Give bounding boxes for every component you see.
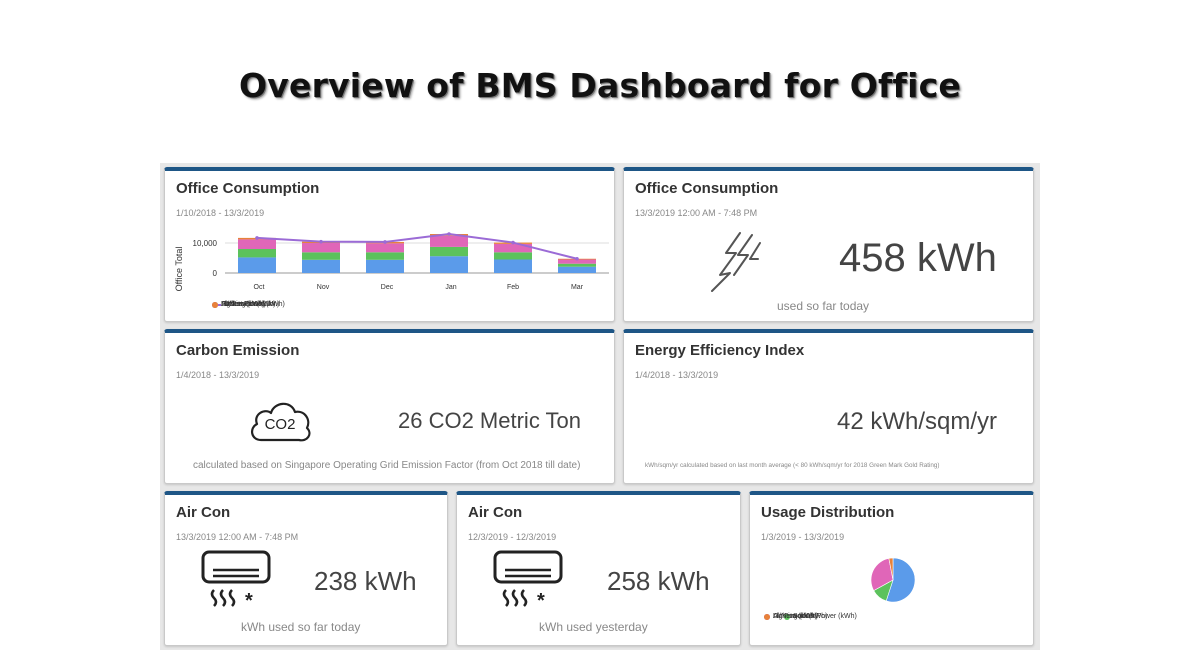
bar-segment[interactable] [558,259,596,264]
bar-segment[interactable] [302,243,340,253]
line-point[interactable] [511,240,515,245]
bar-segment[interactable] [494,243,532,253]
card-title: Usage Distribution [761,504,895,521]
legend-label: Lighting (kWh) [773,613,819,620]
card-date-range: 12/3/2019 - 12/3/2019 [468,532,557,542]
bar-segment[interactable] [238,239,276,249]
bar-segment[interactable] [494,252,532,260]
usage-distribution-card: Usage Distribution 1/3/2019 - 13/3/2019 … [749,491,1034,646]
x-tick-label: Feb [507,284,519,291]
bar-segment[interactable] [302,252,340,260]
pie-slice[interactable] [885,557,916,603]
card-title: Carbon Emission [176,342,300,359]
card-date-range: 1/4/2018 - 13/3/2019 [635,370,719,380]
stacked-bar-chart: Office Total 10,000 0 Oct Nov Dec Jan Fe… [174,232,609,292]
card-title: Air Con [176,504,231,521]
pie-slice[interactable] [870,558,894,592]
carbon-emission-caption: calculated based on Singapore Operating … [193,460,581,471]
energy-efficiency-index-card: Energy Efficiency Index 1/4/2018 - 13/3/… [623,329,1034,484]
line-point[interactable] [255,236,259,240]
office-consumption-chart-card: Office Consumption 1/10/2018 - 13/3/2019… [164,167,615,322]
card-date-range: 1/10/2018 - 13/3/2019 [176,208,265,218]
card-title: Air Con [468,504,523,521]
bar-segment[interactable] [238,249,276,258]
legend-item-socket[interactable]: Socket Power (kWh) [784,613,857,620]
svg-text:*: * [537,590,545,612]
legend-dot [212,301,218,308]
bar-segment[interactable] [494,259,532,274]
x-tick-label: Dec [381,284,394,291]
bar-segment[interactable] [366,259,404,273]
legend-item-it-network[interactable]: IT/Network (kWh) [212,301,275,308]
lightning-icon [711,232,761,292]
legend-label: Socket Power (kWh) [793,613,857,620]
office-total-line [256,232,578,260]
line-point[interactable] [575,256,579,261]
bar-segment[interactable] [238,257,276,273]
legend-item-it-network[interactable]: IT/Network (kWh) [764,613,964,620]
aircon-today-value: 238 kWh [314,566,417,596]
aircon-yesterday-value: 258 kWh [607,566,710,596]
consumption-today-caption: used so far today [777,299,870,313]
bar-segment[interactable] [558,266,596,273]
dashboard-board: Office Consumption 1/10/2018 - 13/3/2019… [160,163,1040,650]
co2-cloud-icon: CO2 [247,396,313,444]
legend-label: Office Total (kWh) [224,301,280,308]
carbon-emission-card: Carbon Emission 1/4/2018 - 13/3/2019 CO2… [164,329,615,484]
cloud-outline [251,402,311,442]
legend-label: IT/Network (kWh) [773,613,828,620]
line-point[interactable] [319,239,323,244]
x-tick-label: Oct [254,284,265,291]
bar-segment[interactable] [430,246,468,257]
bar-segment[interactable] [558,263,596,267]
bar-segment[interactable] [430,235,468,247]
svg-text:*: * [245,590,253,612]
energy-efficiency-caption: kWh/sqm/yr calculated based on last mont… [645,462,940,469]
consumption-today-value: 458 kWh [839,236,997,280]
co2-icon-text: CO2 [264,416,296,433]
x-tick-label: Jan [445,284,456,291]
energy-efficiency-value: 42 kWh/sqm/yr [837,408,998,435]
office-consumption-today-card: Office Consumption 13/3/2019 12:00 AM - … [623,167,1034,322]
card-title: Office Consumption [635,180,779,197]
air-conditioner-icon: * [493,550,563,612]
aircon-today-caption: kWh used so far today [241,620,361,634]
air-conditioner-icon: * [201,550,271,612]
y-axis-label: Office Total [174,247,184,292]
card-date-range: 1/3/2019 - 13/3/2019 [761,532,845,542]
line-point[interactable] [383,240,387,244]
card-title: Energy Efficiency Index [635,342,805,359]
bar-segment[interactable] [366,252,404,260]
page-title: Overview of BMS Dashboard for Office [239,66,961,105]
legend-label: Air Con (kWh) [221,301,265,308]
pie-slice[interactable] [888,557,894,581]
legend-label: IT/Network (kWh) [221,301,276,308]
aircon-yesterday-caption: kWh used yesterday [539,620,648,634]
legend-label: Air Con (kWh) [773,613,817,620]
aircon-today-card: Air Con 13/3/2019 12:00 AM - 7:48 PM * 2… [164,491,448,646]
usage-pie-chart [870,557,916,603]
card-date-range: 13/3/2019 12:00 AM - 7:48 PM [176,532,299,542]
bar-segment[interactable] [366,243,404,253]
legend-dot [784,613,790,620]
y-tick-label: 0 [213,269,218,278]
carbon-emission-value: 26 CO2 Metric Ton [398,408,582,433]
bar-segment[interactable] [430,256,468,273]
y-tick-label: 10,000 [193,239,218,248]
card-title: Office Consumption [176,180,320,197]
x-tick-label: Mar [571,284,584,291]
x-tick-label: Nov [317,284,330,291]
card-date-range: 13/3/2019 12:00 AM - 7:48 PM [635,208,758,218]
aircon-yesterday-card: Air Con 12/3/2019 - 12/3/2019 * 258 kWh … [456,491,741,646]
card-date-range: 1/4/2018 - 13/3/2019 [176,370,260,380]
legend-label: Lighting (kWh) [221,301,267,308]
legend-dot [764,613,770,620]
legend-label: Socket Power (kWh) [221,301,285,308]
line-point[interactable] [447,232,451,236]
bar-segment[interactable] [302,259,340,273]
